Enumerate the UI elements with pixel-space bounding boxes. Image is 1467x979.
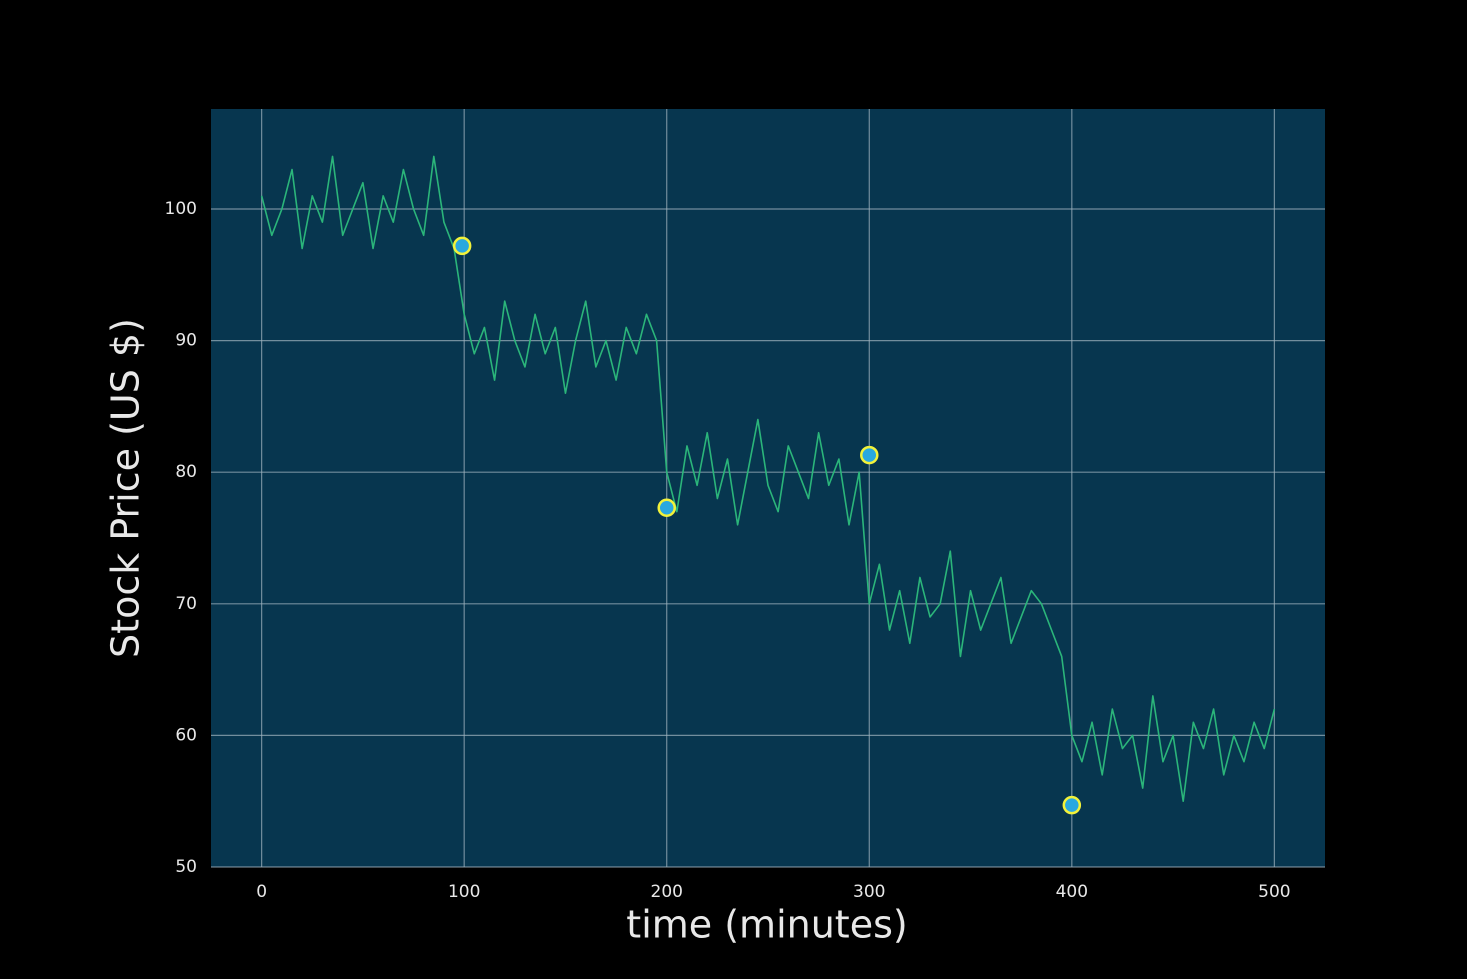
y-tick-label: 70 (175, 594, 197, 614)
x-tick-label: 500 (1258, 882, 1290, 902)
marker (452, 236, 472, 256)
marker (860, 445, 879, 465)
y-tick-label: 60 (175, 725, 197, 745)
x-tick-label: 0 (256, 882, 267, 902)
x-axis-label: time (minutes) (626, 903, 907, 947)
plot-area (211, 109, 1325, 867)
y-tick-label: 50 (175, 857, 197, 877)
y-tick-label: 80 (175, 462, 197, 482)
x-tick-label: 200 (651, 882, 683, 902)
marker (1062, 795, 1082, 815)
marker (657, 498, 676, 517)
y-tick-label: 90 (175, 331, 197, 351)
x-tick-label: 300 (853, 882, 885, 902)
price-line (260, 155, 1276, 803)
y-tick-label: 100 (165, 199, 197, 219)
y-axis-label: Stock Price (US $) (104, 318, 148, 658)
x-tick-label: 400 (1056, 882, 1088, 902)
x-tick-label: 100 (448, 882, 480, 902)
